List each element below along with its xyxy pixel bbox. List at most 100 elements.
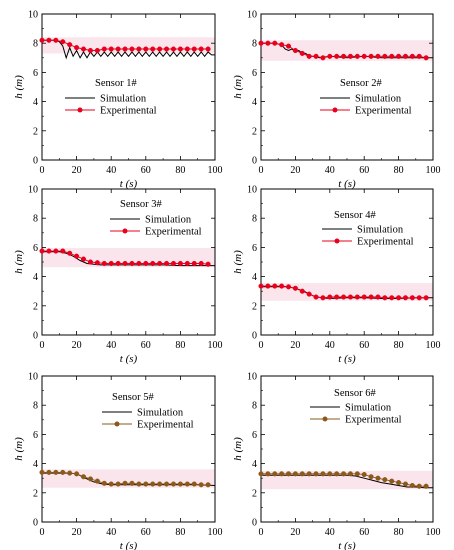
data-point [327, 294, 333, 300]
data-point [198, 260, 204, 267]
data-point [272, 40, 278, 46]
data-point [382, 295, 388, 301]
data-point [67, 470, 73, 476]
y-tick-label: 6 [33, 243, 38, 254]
data-point [94, 260, 100, 266]
y-tick-label: 2 [33, 488, 38, 499]
x-tick-label: 60 [141, 340, 151, 351]
y-tick-label: 6 [252, 68, 257, 79]
data-point [396, 295, 402, 301]
data-point [94, 478, 100, 484]
data-point [177, 46, 183, 52]
legend-label: Simulation [355, 94, 402, 105]
data-point [122, 46, 128, 52]
data-point [389, 53, 395, 59]
data-point [80, 256, 87, 262]
x-tick-label: 0 [259, 165, 264, 176]
panel-title: Sensor 4# [334, 210, 376, 221]
data-point [87, 47, 93, 54]
x-tick-label: 80 [175, 527, 185, 538]
data-point [272, 471, 278, 477]
data-point [205, 261, 211, 267]
data-point [341, 471, 347, 477]
data-point [67, 250, 73, 256]
data-point [164, 481, 170, 487]
data-point [143, 481, 149, 487]
x-tick-label: 40 [106, 340, 116, 351]
x-tick-label: 80 [175, 340, 185, 351]
data-point [164, 46, 170, 52]
data-point [327, 53, 333, 59]
data-point [313, 53, 319, 59]
x-tick-label: 100 [426, 340, 441, 351]
y-tick-label: 6 [252, 430, 257, 441]
data-point [299, 471, 305, 477]
data-point [306, 53, 312, 59]
x-tick-label: 20 [290, 165, 300, 176]
y-tick-label: 10 [28, 372, 38, 383]
x-tick-label: 40 [325, 340, 335, 351]
y-tick-label: 10 [28, 10, 38, 21]
data-point [285, 284, 292, 290]
data-point [157, 46, 163, 52]
data-point [368, 294, 374, 300]
x-tick-label: 20 [72, 165, 82, 176]
data-point [258, 40, 264, 46]
data-point [108, 260, 114, 267]
data-point [279, 283, 285, 289]
y-axis-label: h (m) [13, 250, 25, 274]
legend-label: Experimental [137, 420, 194, 431]
legend-label: Experimental [357, 237, 414, 248]
y-tick-label: 0 [252, 518, 257, 529]
data-point [170, 481, 177, 487]
y-tick-label: 6 [33, 68, 38, 79]
data-point [423, 295, 429, 301]
data-point [361, 294, 367, 300]
x-tick-label: 20 [72, 340, 82, 351]
x-tick-label: 0 [259, 340, 264, 351]
data-point [80, 46, 87, 52]
legend-marker [122, 228, 128, 234]
y-tick-label: 8 [252, 39, 257, 50]
legend-marker [114, 421, 120, 427]
data-point [272, 283, 278, 289]
data-point [177, 260, 183, 267]
data-point [198, 482, 204, 488]
y-tick-label: 4 [252, 459, 257, 470]
x-tick-label: 20 [72, 527, 82, 538]
y-tick-label: 8 [33, 214, 38, 225]
data-point [205, 46, 211, 52]
data-point [347, 294, 353, 300]
data-point [143, 260, 149, 267]
data-point [299, 50, 305, 56]
data-point [60, 39, 66, 45]
legend-label: Simulation [345, 403, 392, 414]
data-point [354, 471, 360, 477]
data-point [164, 260, 170, 267]
y-tick-label: 10 [247, 10, 257, 21]
data-point [320, 295, 326, 301]
data-point [402, 481, 409, 487]
data-point [94, 47, 100, 54]
y-tick-label: 6 [252, 243, 257, 254]
y-tick-label: 2 [252, 126, 257, 137]
data-point [320, 55, 326, 61]
panel-4: 0 20 40 60 80 100 0 2 4 6 8 10 t (s) h (m) Sensor 4# Si… [232, 185, 441, 366]
x-tick-label: 100 [208, 527, 223, 538]
data-point [53, 248, 59, 254]
data-point [327, 471, 333, 477]
data-point [292, 47, 298, 54]
x-tick-label: 100 [208, 340, 223, 351]
x-tick-label: 60 [141, 165, 151, 176]
y-tick-label: 8 [252, 401, 257, 412]
data-point [129, 480, 135, 486]
y-axis-label: h (m) [13, 437, 25, 461]
data-point [361, 472, 367, 478]
data-point [101, 260, 107, 267]
data-point [150, 481, 156, 487]
data-point [306, 471, 312, 477]
data-point [409, 53, 415, 59]
data-point [375, 475, 381, 481]
data-point [60, 469, 66, 475]
